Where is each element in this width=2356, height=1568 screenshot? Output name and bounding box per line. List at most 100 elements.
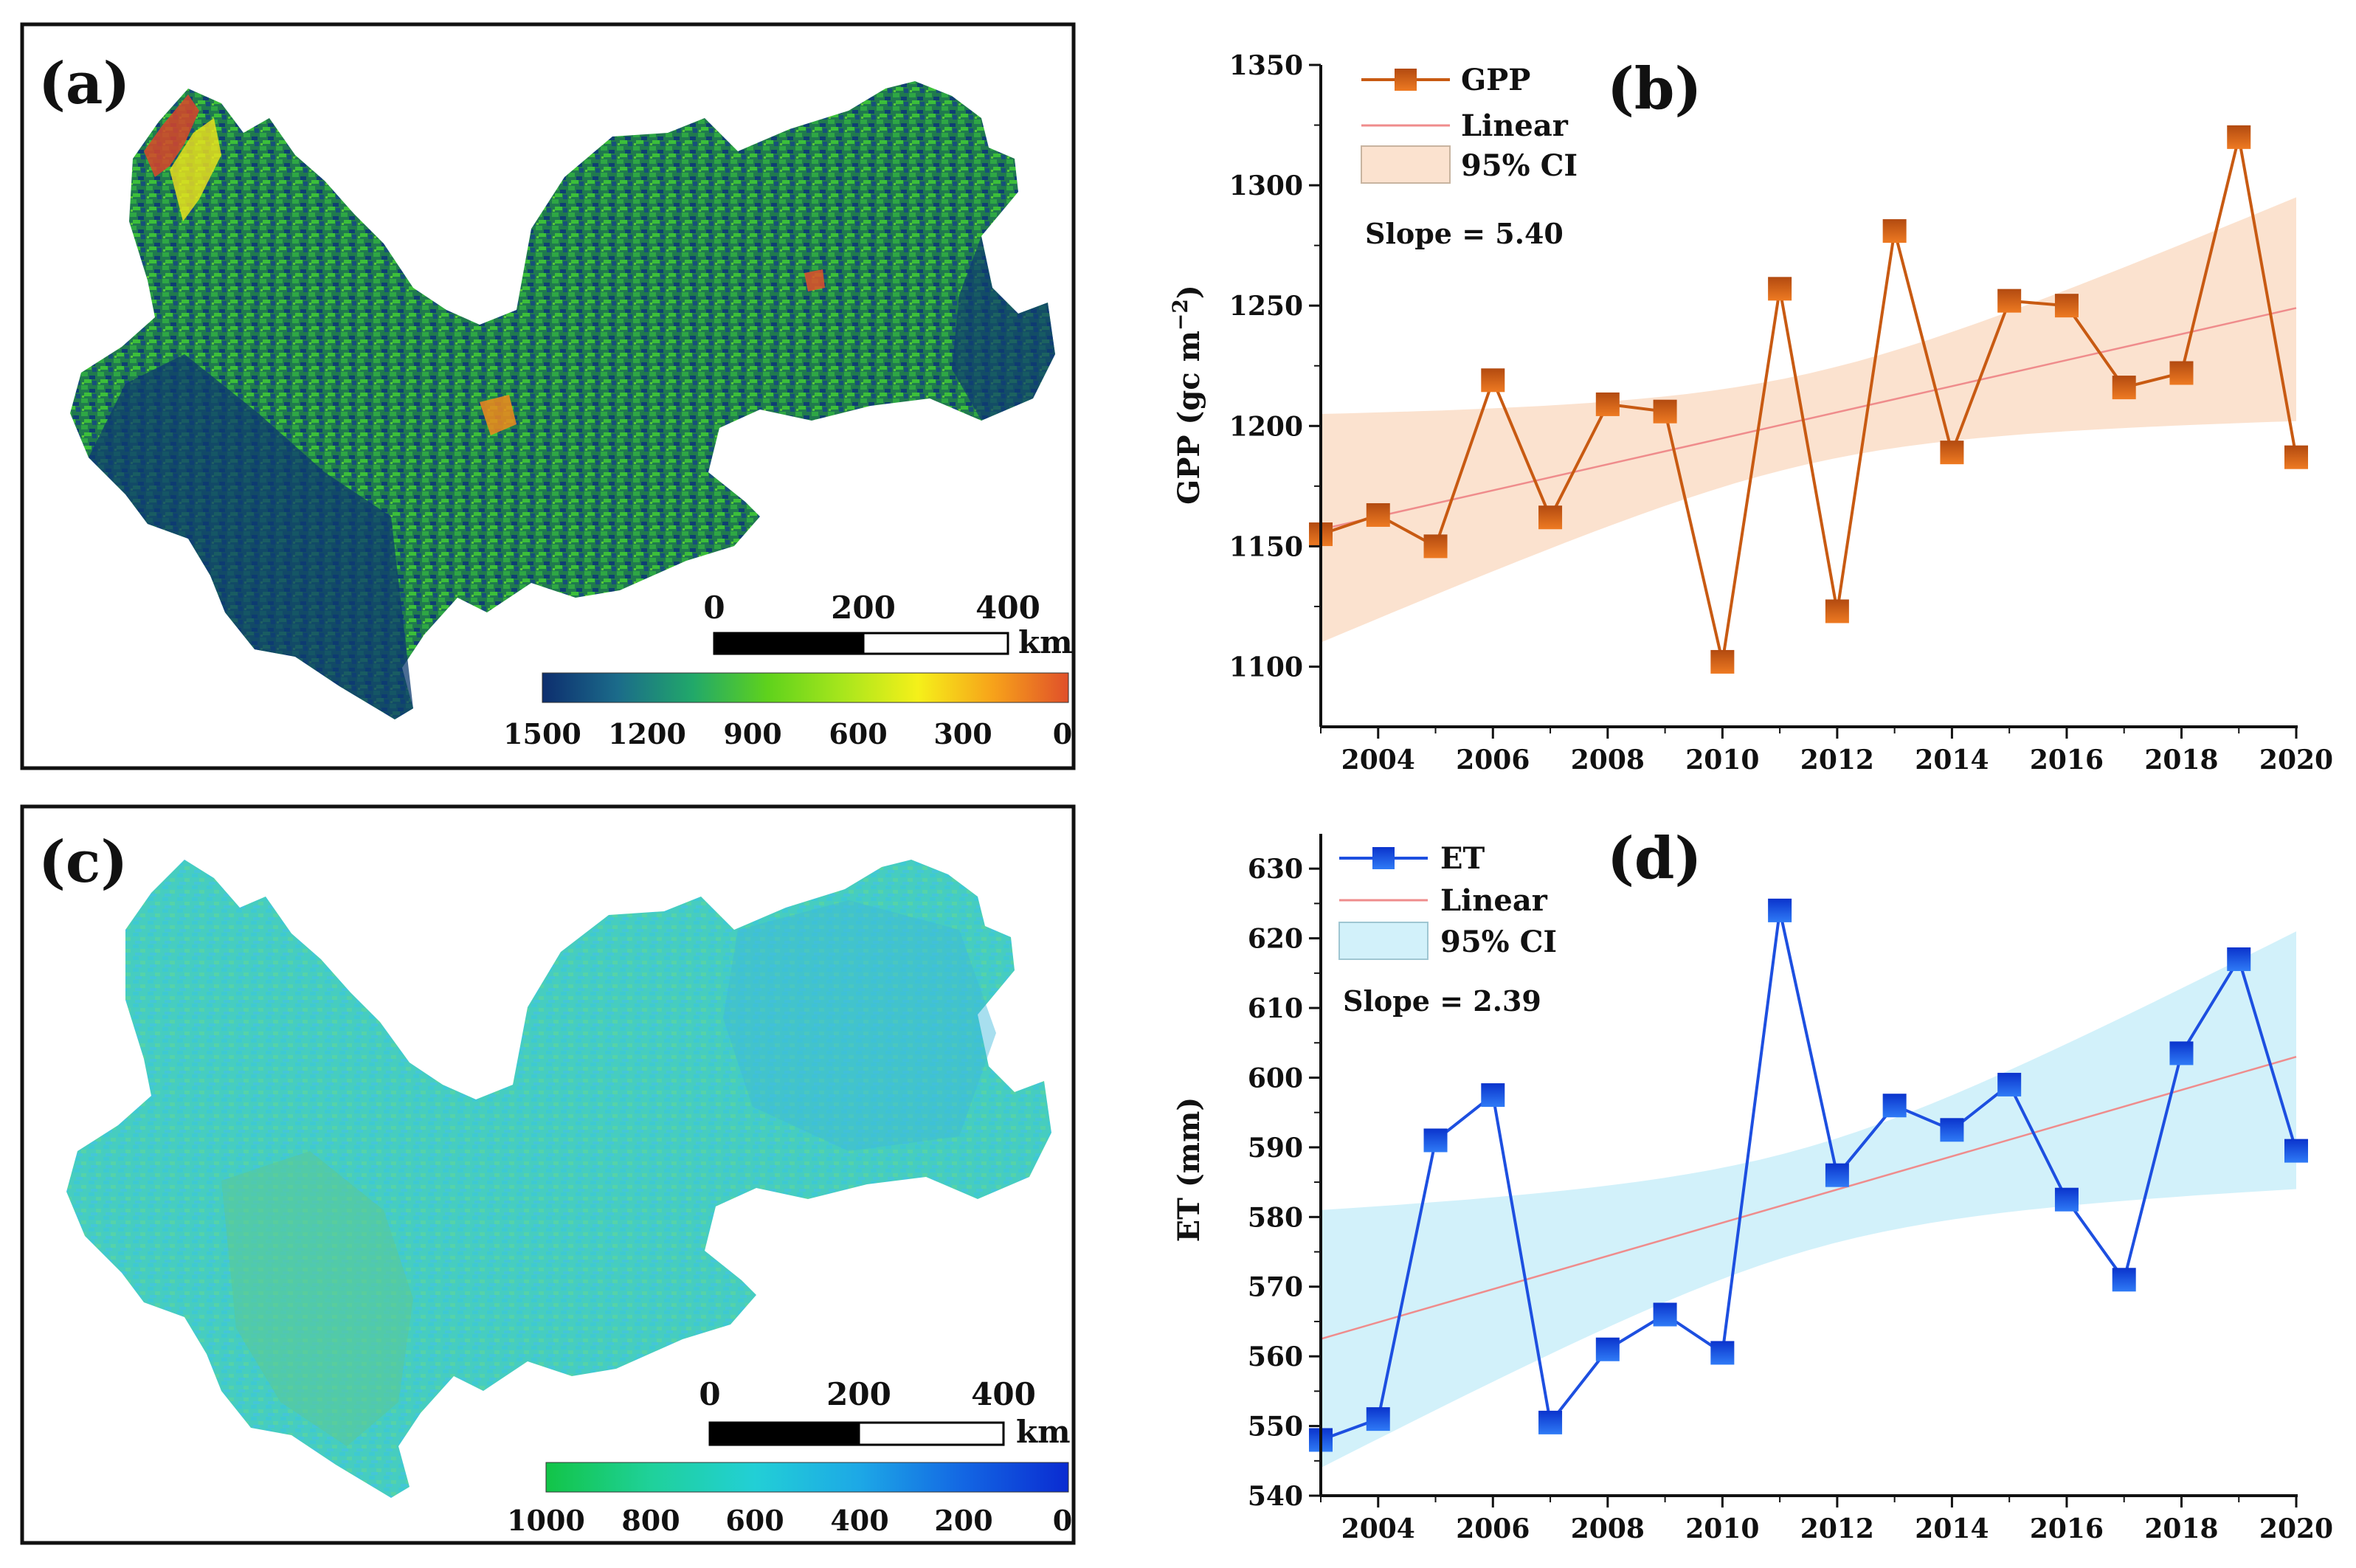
scalebar-c-white bbox=[857, 1421, 1005, 1446]
data-point-d-2004 bbox=[1366, 1407, 1390, 1431]
data-point-b-2009 bbox=[1653, 399, 1677, 424]
x-tick-label-d-2008: 2008 bbox=[1571, 1513, 1645, 1544]
panel-b-label: (b) bbox=[1607, 55, 1702, 122]
data-point-d-2018 bbox=[2169, 1041, 2194, 1066]
ylabel-b: GPP (gc m−2) bbox=[1168, 285, 1206, 505]
colorbar-a-tick-0: 0 bbox=[1053, 717, 1072, 750]
legend-b-gpp-marker bbox=[1395, 69, 1417, 91]
legend-b-linear-label: Linear bbox=[1461, 108, 1569, 143]
ylabel-d: ET (mm) bbox=[1172, 1097, 1206, 1243]
panel-c: (c) 0 200 400 km 1000 800 600 400 200 0 bbox=[20, 804, 1076, 1545]
scalebar-a-tick-400: 400 bbox=[975, 590, 1040, 626]
y-tick-label-b-1250: 1250 bbox=[1229, 291, 1303, 322]
x-tick-label-b-2004: 2004 bbox=[1341, 745, 1415, 776]
legend-d: ET Linear 95% CI bbox=[1338, 841, 1557, 960]
et-map bbox=[66, 860, 1051, 1498]
scalebar-c: 0 200 400 km bbox=[699, 1376, 1070, 1450]
legend-d-et-label: ET bbox=[1440, 841, 1485, 876]
data-point-b-2011 bbox=[1768, 277, 1792, 301]
y-tick-label-d-550: 550 bbox=[1248, 1412, 1303, 1443]
data-point-b-2018 bbox=[2169, 361, 2194, 385]
y-tick-label-b-1350: 1350 bbox=[1229, 50, 1303, 81]
ci-band-b bbox=[1321, 197, 2296, 643]
legend-b-ci-swatch bbox=[1361, 145, 1451, 184]
y-tick-label-b-1200: 1200 bbox=[1229, 411, 1303, 442]
panel-a-label: (a) bbox=[38, 50, 130, 117]
data-point-d-2019 bbox=[2227, 947, 2251, 971]
colorbar-a-tick-1200: 1200 bbox=[608, 717, 686, 750]
panel-d-label: (d) bbox=[1607, 825, 1702, 892]
colorbar-c-tick-400: 400 bbox=[830, 1504, 888, 1537]
data-point-b-2008 bbox=[1595, 392, 1620, 416]
gpp-map-hot-east bbox=[804, 269, 825, 291]
colorbar-a-bar bbox=[542, 672, 1069, 703]
x-tick-label-b-2014: 2014 bbox=[1915, 745, 1989, 776]
data-point-b-2007 bbox=[1538, 505, 1563, 530]
colorbar-c-bar bbox=[545, 1462, 1069, 1493]
data-point-d-2014 bbox=[1940, 1118, 1964, 1142]
data-point-d-2007 bbox=[1538, 1410, 1563, 1434]
colorbar-c-tick-600: 600 bbox=[725, 1504, 784, 1537]
scalebar-a-tick-200: 200 bbox=[831, 590, 896, 626]
gpp-map-hot-north bbox=[144, 94, 199, 177]
panel-d: 540 550 560 570 580 590 600 610 620 630 2004 2006 20… bbox=[1172, 825, 2333, 1544]
data-point-d-2010 bbox=[1710, 1341, 1735, 1365]
x-tick-label-b-2010: 2010 bbox=[1685, 745, 1759, 776]
colorbar-c-tick-800: 800 bbox=[621, 1504, 680, 1537]
y-tick-label-d-630: 630 bbox=[1248, 854, 1303, 885]
data-point-d-2006 bbox=[1481, 1083, 1505, 1108]
scalebar-c-tick-200: 200 bbox=[826, 1376, 891, 1412]
data-point-b-2010 bbox=[1710, 649, 1735, 674]
gpp-map-yellow-north bbox=[170, 118, 221, 221]
scalebar-a: 0 200 400 km bbox=[703, 590, 1072, 660]
colorbar-c: 1000 800 600 400 200 0 bbox=[507, 1462, 1072, 1537]
scalebar-a-white bbox=[862, 632, 1009, 655]
data-point-d-2015 bbox=[1997, 1072, 2022, 1096]
data-point-b-2020 bbox=[2284, 445, 2308, 469]
legend-d-ci-label: 95% CI bbox=[1440, 925, 1557, 959]
colorbar-a-tick-600: 600 bbox=[829, 717, 887, 750]
ylabel-b-close: ) bbox=[1172, 285, 1206, 299]
scalebar-c-black bbox=[708, 1421, 860, 1446]
x-tick-label-b-2006: 2006 bbox=[1456, 745, 1530, 776]
legend-d-et-marker bbox=[1372, 847, 1395, 869]
y-tick-label-b-1150: 1150 bbox=[1229, 531, 1303, 562]
legend-b: GPP Linear 95% CI bbox=[1361, 63, 1578, 184]
y-tick-label-b-1100: 1100 bbox=[1229, 652, 1303, 683]
data-point-b-2004 bbox=[1366, 502, 1390, 527]
ci-band-d bbox=[1321, 931, 2296, 1468]
colorbar-a-tick-1500: 1500 bbox=[503, 717, 581, 750]
et-map-blue-east bbox=[723, 900, 996, 1151]
legend-b-ci-label: 95% CI bbox=[1461, 148, 1578, 183]
colorbar-a-tick-900: 900 bbox=[723, 717, 781, 750]
trend-line-b bbox=[1320, 307, 2297, 531]
colorbar-c-tick-0: 0 bbox=[1053, 1504, 1072, 1537]
scalebar-a-black bbox=[713, 632, 865, 655]
data-point-b-2016 bbox=[2054, 294, 2079, 318]
y-tick-label-d-580: 580 bbox=[1248, 1202, 1303, 1233]
x-tick-label-d-2012: 2012 bbox=[1800, 1513, 1874, 1544]
data-point-b-2015 bbox=[1997, 289, 2022, 313]
data-point-b-2006 bbox=[1481, 368, 1505, 393]
x-tick-label-d-2010: 2010 bbox=[1685, 1513, 1759, 1544]
x-tick-label-d-2016: 2016 bbox=[2030, 1513, 2104, 1544]
x-tick-label-b-2012: 2012 bbox=[1800, 745, 1874, 776]
data-point-b-2012 bbox=[1825, 599, 1849, 624]
gpp-map-dark-region bbox=[89, 354, 413, 719]
panel-c-label: (c) bbox=[38, 829, 128, 896]
chart-d-plot: 540 550 560 570 580 590 600 610 620 630 2004 2006 20… bbox=[1248, 834, 2333, 1544]
y-tick-label-d-590: 590 bbox=[1248, 1133, 1303, 1164]
y-tick-label-d-610: 610 bbox=[1248, 993, 1303, 1024]
x-tick-label-d-2018: 2018 bbox=[2144, 1513, 2218, 1544]
y-tick-label-d-540: 540 bbox=[1248, 1481, 1303, 1512]
x-tick-label-d-2004: 2004 bbox=[1341, 1513, 1415, 1544]
y-tick-label-d-600: 600 bbox=[1248, 1063, 1303, 1094]
data-point-d-2009 bbox=[1653, 1302, 1677, 1327]
y-tick-label-d-560: 560 bbox=[1248, 1341, 1303, 1372]
scalebar-c-tick-400: 400 bbox=[971, 1376, 1036, 1412]
scalebar-c-unit: km bbox=[1016, 1414, 1071, 1450]
data-point-d-2011 bbox=[1768, 898, 1792, 922]
data-point-d-2013 bbox=[1882, 1094, 1907, 1118]
colorbar-a: 1500 1200 900 600 300 0 bbox=[503, 672, 1072, 750]
scalebar-a-tick-0: 0 bbox=[703, 590, 725, 626]
